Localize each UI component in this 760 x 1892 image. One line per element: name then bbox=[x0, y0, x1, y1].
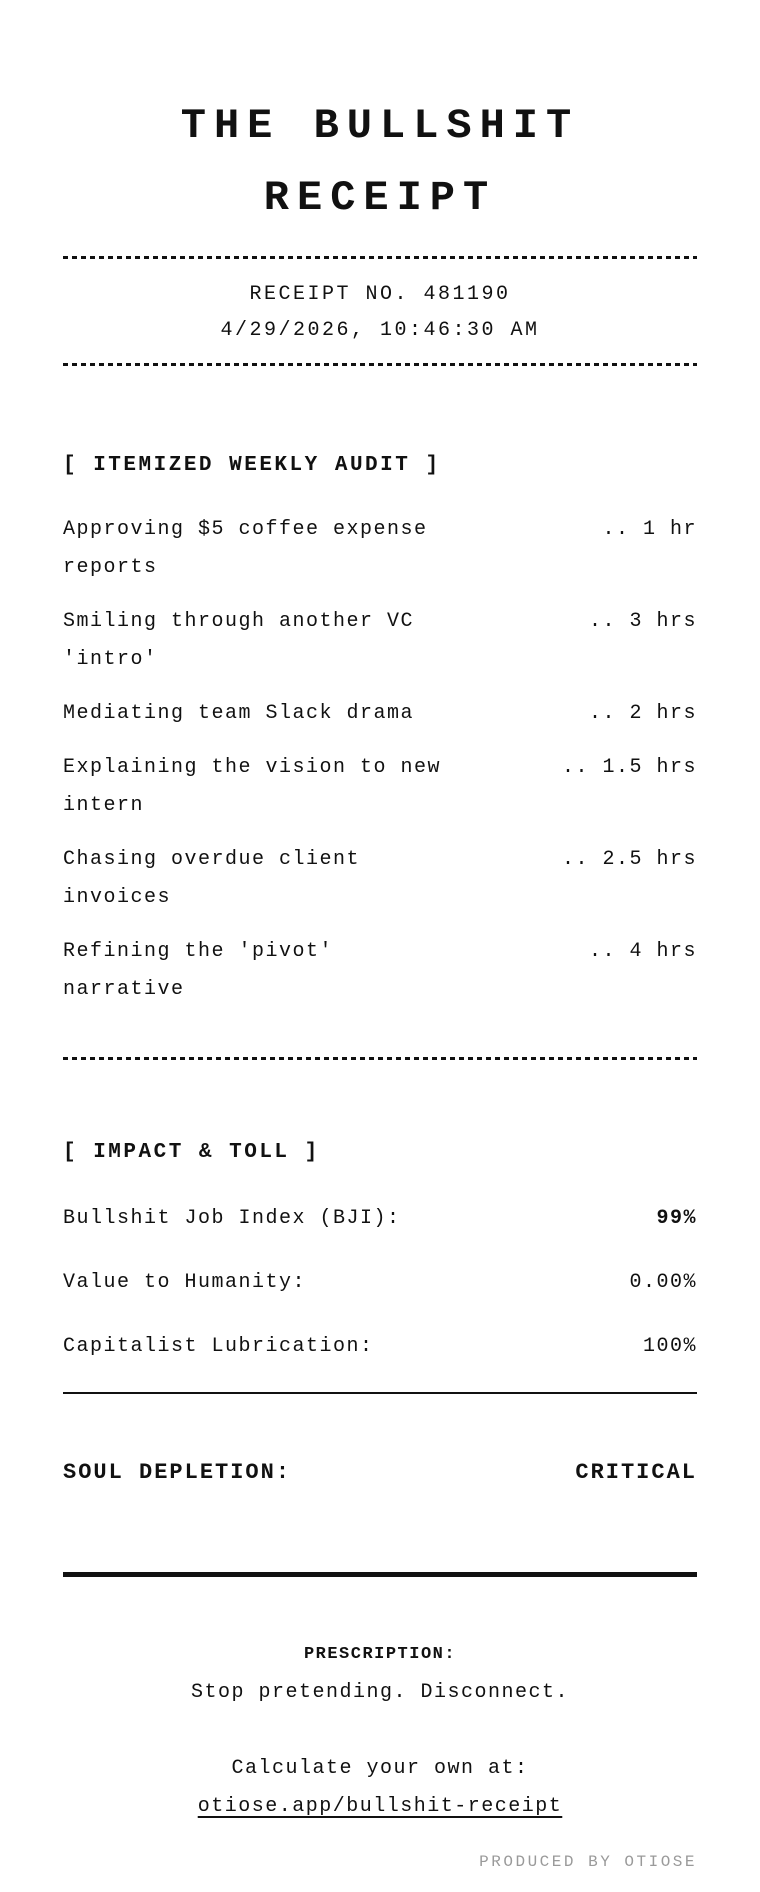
impact-section-header: [ IMPACT & TOLL ] bbox=[63, 1141, 320, 1164]
impact-row-value-to-humanity: Value to Humanity: 0.00% bbox=[63, 1264, 697, 1302]
audit-item-label: Refining the 'pivot' narrative bbox=[63, 940, 334, 1001]
audit-section-header: [ ITEMIZED WEEKLY AUDIT ] bbox=[63, 454, 441, 477]
page-title: THE BULLSHIT RECEIPT bbox=[63, 90, 697, 234]
audit-item: Chasing overdue client invoices .. 2.5 h… bbox=[63, 841, 697, 917]
page-title-line1: THE BULLSHIT bbox=[180, 102, 580, 150]
prescription-text: Stop pretending. Disconnect. bbox=[190, 1681, 570, 1704]
audit-item-value: .. 1.5 hrs bbox=[561, 756, 697, 779]
audit-item-value: .. 4 hrs bbox=[588, 940, 697, 963]
thick-divider bbox=[63, 1572, 697, 1577]
audit-item-value: .. 3 hrs bbox=[588, 610, 697, 633]
soul-depletion-row: SOUL DEPLETION: CRITICAL bbox=[63, 1454, 697, 1492]
soul-depletion-label: SOUL DEPLETION: bbox=[63, 1460, 292, 1485]
audit-item-label: Smiling through another VC 'intro' bbox=[63, 610, 415, 671]
prescription-label: PRESCRIPTION: bbox=[303, 1645, 457, 1664]
receipt-meta: RECEIPT NO. 481190 4/29/2026, 10:46:30 A… bbox=[63, 259, 697, 363]
receipt-datetime: 4/29/2026, 10:46:30 AM bbox=[220, 319, 540, 342]
impact-row-bji: Bullshit Job Index (BJI): 99% bbox=[63, 1200, 697, 1238]
section-impact-and-toll: [ IMPACT & TOLL ] Bullshit Job Index (BJ… bbox=[63, 1138, 697, 1394]
bullshit-receipt-link[interactable]: otiose.app/bullshit-receipt bbox=[197, 1795, 563, 1818]
audit-item: Mediating team Slack drama .. 2 hrs bbox=[63, 695, 697, 733]
soul-depletion-status: CRITICAL bbox=[575, 1460, 697, 1485]
impact-row-label: Value to Humanity: bbox=[63, 1271, 307, 1294]
impact-row-label: Bullshit Job Index (BJI): bbox=[63, 1207, 401, 1230]
dashed-divider-audit bbox=[63, 1057, 697, 1060]
produced-by-text: PRODUCED BY OTIOSE bbox=[479, 1853, 697, 1871]
receipt-number: RECEIPT NO. 481190 bbox=[249, 283, 511, 306]
impact-row-value: 100% bbox=[642, 1335, 697, 1358]
link-line: otiose.app/bullshit-receipt bbox=[63, 1789, 697, 1825]
cta-text: Calculate your own at: bbox=[231, 1757, 529, 1780]
audit-item-value: .. 2 hrs bbox=[588, 702, 697, 725]
audit-item-label: Approving $5 coffee expense reports bbox=[63, 518, 428, 579]
impact-row-label: Capitalist Lubrication: bbox=[63, 1335, 374, 1358]
page-title-line2: RECEIPT bbox=[263, 174, 497, 222]
audit-item-label: Mediating team Slack drama bbox=[63, 702, 415, 725]
audit-item-value: .. 2.5 hrs bbox=[561, 848, 697, 871]
receipt-footer: PRESCRIPTION: Stop pretending. Disconnec… bbox=[63, 1643, 697, 1873]
section-itemized-weekly-audit: [ ITEMIZED WEEKLY AUDIT ] Approving $5 c… bbox=[63, 451, 697, 1060]
audit-item: Refining the 'pivot' narrative .. 4 hrs bbox=[63, 933, 697, 1009]
impact-row-value: 0.00% bbox=[629, 1271, 697, 1294]
impact-row-capitalist-lubrication: Capitalist Lubrication: 100% bbox=[63, 1328, 697, 1366]
audit-item-label: Explaining the vision to new intern bbox=[63, 756, 442, 817]
audit-item: Smiling through another VC 'intro' .. 3 … bbox=[63, 603, 697, 679]
audit-item-value: .. 1 hr bbox=[602, 518, 697, 541]
audit-item: Approving $5 coffee expense reports .. 1… bbox=[63, 511, 697, 587]
dashed-divider-meta bbox=[63, 363, 697, 366]
impact-row-value: 99% bbox=[656, 1207, 697, 1230]
audit-item: Explaining the vision to new intern .. 1… bbox=[63, 749, 697, 825]
audit-item-label: Chasing overdue client invoices bbox=[63, 848, 361, 909]
bullshit-receipt: THE BULLSHIT RECEIPT RECEIPT NO. 481190 … bbox=[63, 0, 697, 1892]
dashed-divider-top bbox=[63, 256, 697, 259]
thin-divider bbox=[63, 1392, 697, 1394]
